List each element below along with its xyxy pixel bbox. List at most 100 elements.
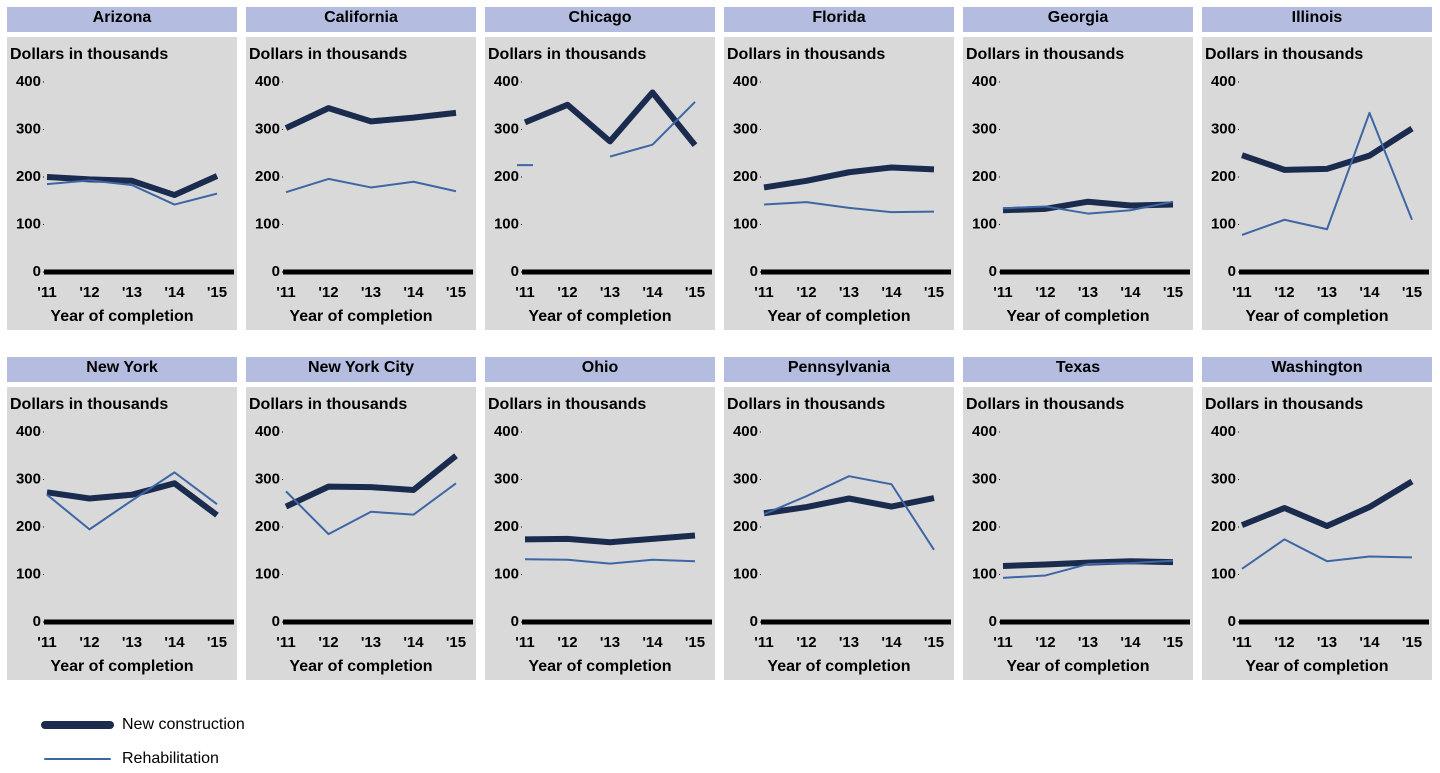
x-axis-label: Year of completion	[528, 658, 671, 675]
x-tick-label: '14	[1359, 284, 1380, 301]
panel-title: Illinois	[1292, 9, 1343, 26]
x-tick-label: '13	[122, 284, 142, 301]
x-tick-label: '11	[754, 634, 773, 651]
series-line	[285, 482, 457, 536]
y-axis-label: Dollars in thousands	[488, 46, 646, 63]
y-tick-label: 200	[1211, 168, 1236, 185]
x-tick-label: '12	[318, 634, 338, 651]
x-tick-label: '14	[1120, 634, 1141, 651]
x-tick-label: '15	[1402, 284, 1422, 301]
x-tick-label: '14	[642, 284, 663, 301]
y-tick-label: 200	[972, 518, 997, 535]
x-tick-label: '13	[1078, 284, 1098, 301]
x-tick-label: '11	[754, 284, 773, 301]
x-axis-label: Year of completion	[289, 658, 432, 675]
y-tick-label: 400	[16, 73, 41, 90]
y-tick-label: 400	[255, 73, 280, 90]
panel-header	[1202, 7, 1432, 32]
x-axis-label: Year of completion	[1245, 308, 1388, 325]
y-tick-label: 0	[750, 263, 758, 280]
x-tick-label: '14	[881, 634, 902, 651]
x-tick-label: '15	[207, 284, 227, 301]
x-tick-label: '12	[796, 284, 816, 301]
x-tick-label: '14	[1120, 284, 1141, 301]
panel-header	[7, 7, 237, 32]
legend-label: New construction	[122, 716, 245, 733]
y-tick-label: 400	[1211, 73, 1236, 90]
x-tick-label: '14	[1359, 634, 1380, 651]
y-tick-label: 100	[1211, 565, 1236, 582]
series-line	[46, 179, 218, 206]
series-line	[284, 453, 458, 510]
panel-title: New York	[86, 359, 158, 376]
series-line	[523, 89, 698, 148]
y-axis-label: Dollars in thousands	[10, 46, 168, 63]
y-tick-label: 300	[16, 470, 41, 487]
x-tick-label: '15	[1402, 634, 1422, 651]
y-axis-label: Dollars in thousands	[10, 396, 168, 413]
x-tick-label: '13	[839, 634, 859, 651]
x-axis-label: Year of completion	[767, 658, 910, 675]
x-tick-label: '11	[993, 634, 1012, 651]
x-tick-label: '14	[403, 634, 424, 651]
x-tick-label: '14	[164, 634, 185, 651]
x-tick-label: '12	[79, 284, 99, 301]
x-tick-label: '11	[993, 284, 1012, 301]
y-tick-label: 300	[16, 120, 41, 137]
y-tick-label: 400	[16, 423, 41, 440]
series-line	[1241, 538, 1413, 570]
series-line	[46, 480, 219, 518]
x-tick-label: '13	[122, 634, 142, 651]
y-tick-label: 100	[494, 565, 519, 582]
series-line	[46, 471, 218, 531]
x-tick-label: '15	[446, 284, 466, 301]
y-tick-label: 200	[255, 518, 280, 535]
x-axis-label: Year of completion	[1006, 308, 1149, 325]
x-tick-label: '14	[642, 634, 663, 651]
y-tick-label: 100	[972, 215, 997, 232]
series-line	[1002, 200, 1174, 215]
y-tick-label: 400	[972, 73, 997, 90]
y-tick-label: 200	[494, 518, 519, 535]
x-axis-label: Year of completion	[50, 658, 193, 675]
panel-header	[485, 7, 715, 32]
x-tick-label: '12	[557, 284, 577, 301]
panel-header	[1202, 357, 1432, 382]
y-tick-label: 300	[1211, 470, 1236, 487]
x-tick-label: '13	[600, 284, 620, 301]
x-tick-label: '11	[1232, 634, 1251, 651]
y-axis-label: Dollars in thousands	[727, 396, 885, 413]
y-tick-label: 400	[494, 73, 519, 90]
panel-title: Florida	[812, 9, 865, 26]
y-tick-label: 300	[733, 470, 758, 487]
panel-background	[1202, 387, 1432, 680]
x-tick-label: '12	[557, 634, 577, 651]
y-tick-label: 0	[272, 263, 280, 280]
x-tick-label: '13	[839, 284, 859, 301]
y-tick-label: 300	[494, 120, 519, 137]
y-axis-label: Dollars in thousands	[1205, 46, 1363, 63]
panel-title: Chicago	[568, 9, 631, 26]
x-tick-label: '15	[685, 634, 705, 651]
x-tick-label: '11	[515, 284, 534, 301]
y-tick-label: 300	[494, 470, 519, 487]
x-tick-label: '12	[1035, 284, 1055, 301]
panel-header	[724, 357, 954, 382]
panel-header	[963, 7, 1193, 32]
y-axis-label: Dollars in thousands	[727, 46, 885, 63]
series-line	[763, 475, 935, 551]
y-tick-label: 0	[989, 263, 997, 280]
y-tick-label: 200	[16, 168, 41, 185]
x-tick-label: '11	[37, 634, 56, 651]
y-tick-label: 0	[750, 613, 758, 630]
y-tick-label: 0	[33, 613, 41, 630]
x-tick-label: '11	[276, 284, 295, 301]
y-tick-label: 200	[733, 168, 758, 185]
panel-header	[7, 357, 237, 382]
panel-background	[724, 37, 954, 330]
y-tick-label: 200	[494, 168, 519, 185]
series-line	[763, 164, 935, 191]
x-tick-label: '12	[1274, 284, 1294, 301]
series-line	[609, 101, 696, 158]
